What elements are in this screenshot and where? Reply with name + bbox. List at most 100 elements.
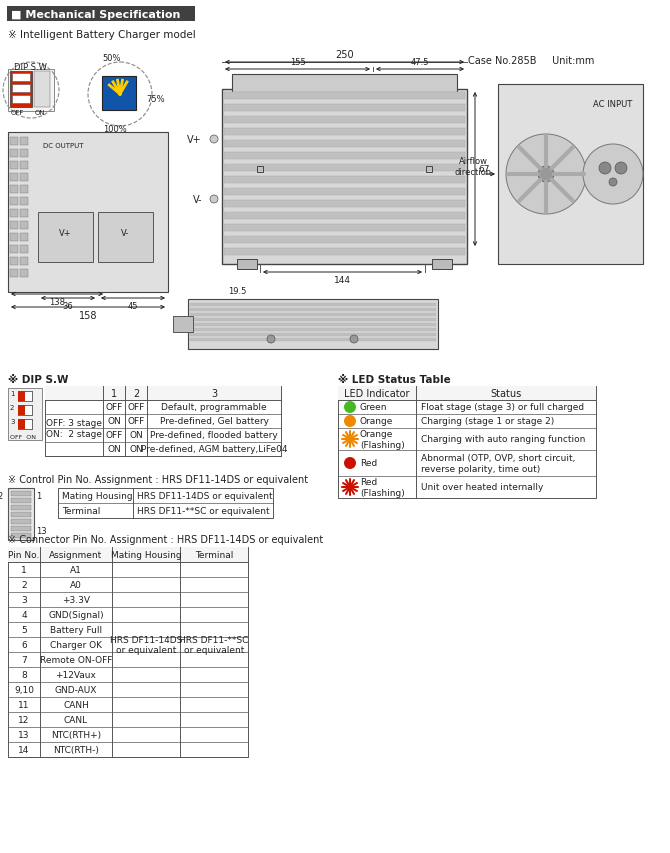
Text: A1: A1 (70, 566, 82, 574)
Text: 3: 3 (211, 389, 217, 398)
Bar (10, 210, 18, 218)
Bar (8, 548, 248, 757)
Text: Green: Green (360, 403, 387, 412)
Text: 1: 1 (10, 391, 15, 397)
Bar (10, 174, 18, 182)
Text: 75%: 75% (146, 96, 165, 104)
Text: 36: 36 (62, 302, 74, 310)
Text: 4: 4 (21, 610, 27, 619)
Text: ON: ON (35, 110, 46, 116)
Bar (38, 212, 93, 263)
Bar (11, 519, 31, 525)
Text: 8: 8 (21, 670, 27, 679)
Bar (98, 212, 153, 263)
Bar (224, 189, 465, 196)
Bar (7, 7, 195, 22)
Bar (18, 392, 32, 402)
Text: 2: 2 (21, 580, 27, 589)
Bar (338, 386, 596, 498)
Text: Terminal: Terminal (195, 550, 233, 560)
Text: 6: 6 (21, 641, 27, 649)
Bar (102, 77, 136, 111)
Text: 100%: 100% (103, 125, 127, 134)
Text: OFF: OFF (105, 403, 123, 412)
Text: ON: ON (107, 417, 121, 426)
Bar (8, 389, 42, 440)
Text: V-: V- (192, 194, 202, 205)
Text: Mating Housing: Mating Housing (111, 550, 182, 560)
Bar (224, 93, 465, 100)
Circle shape (344, 415, 356, 427)
Text: 144: 144 (334, 276, 351, 285)
Bar (224, 165, 465, 171)
Text: Remote ON-OFF: Remote ON-OFF (40, 655, 112, 664)
Bar (10, 138, 18, 146)
Bar (12, 74, 30, 82)
Bar (190, 323, 436, 327)
Bar (190, 328, 436, 332)
Bar (426, 167, 432, 173)
Text: Red
(Flashing): Red (Flashing) (360, 478, 405, 497)
Text: Airflow
direction: Airflow direction (454, 157, 492, 177)
Bar (20, 258, 28, 265)
Bar (10, 234, 18, 241)
Bar (224, 129, 465, 136)
Text: 19.5: 19.5 (228, 287, 246, 296)
Text: ※ Intelligent Battery Charger model: ※ Intelligent Battery Charger model (8, 30, 196, 40)
Circle shape (609, 179, 617, 187)
Bar (20, 222, 28, 229)
Bar (224, 237, 465, 244)
Text: Charger OK: Charger OK (50, 641, 102, 649)
Bar (20, 234, 28, 241)
Text: HRS DF11-14DS or equivalent: HRS DF11-14DS or equivalent (137, 491, 273, 501)
Bar (18, 392, 25, 402)
Text: NTC(RTH-): NTC(RTH-) (53, 746, 99, 754)
Text: 13: 13 (36, 526, 47, 536)
Text: V-: V- (121, 229, 129, 237)
Bar (11, 506, 31, 510)
Bar (222, 90, 467, 264)
Circle shape (210, 196, 218, 204)
Bar (20, 162, 28, 170)
Bar (190, 339, 436, 341)
Text: 155: 155 (289, 58, 306, 67)
Circle shape (210, 136, 218, 144)
Bar (338, 386, 596, 401)
Text: 45: 45 (128, 302, 138, 310)
Bar (10, 222, 18, 229)
Bar (18, 420, 32, 430)
Bar (20, 174, 28, 182)
Text: 1: 1 (36, 491, 42, 501)
Text: NTC(RTH+): NTC(RTH+) (51, 730, 101, 740)
Bar (8, 133, 168, 293)
Bar (10, 270, 18, 278)
Text: GND-AUX: GND-AUX (55, 685, 97, 694)
Text: 138: 138 (49, 298, 65, 306)
Circle shape (538, 167, 554, 183)
Bar (224, 212, 465, 220)
Bar (10, 198, 18, 206)
Bar (224, 200, 465, 208)
Circle shape (583, 145, 643, 205)
Text: 7: 7 (21, 655, 27, 664)
Bar (18, 405, 32, 415)
Bar (432, 259, 452, 270)
Circle shape (344, 457, 356, 469)
Bar (190, 309, 436, 311)
Bar (20, 246, 28, 253)
Bar (11, 513, 31, 518)
Bar (224, 177, 465, 183)
Text: Red: Red (360, 459, 377, 468)
Text: ON: ON (129, 445, 143, 454)
Bar (34, 72, 50, 107)
Text: 250: 250 (335, 50, 354, 60)
Text: 1: 1 (111, 389, 117, 398)
Bar (10, 258, 18, 265)
Bar (11, 533, 31, 538)
Bar (498, 85, 643, 264)
Bar (20, 150, 28, 158)
Bar (10, 150, 18, 158)
Bar (10, 162, 18, 170)
Text: 9,10: 9,10 (14, 685, 34, 694)
Bar (18, 405, 32, 415)
